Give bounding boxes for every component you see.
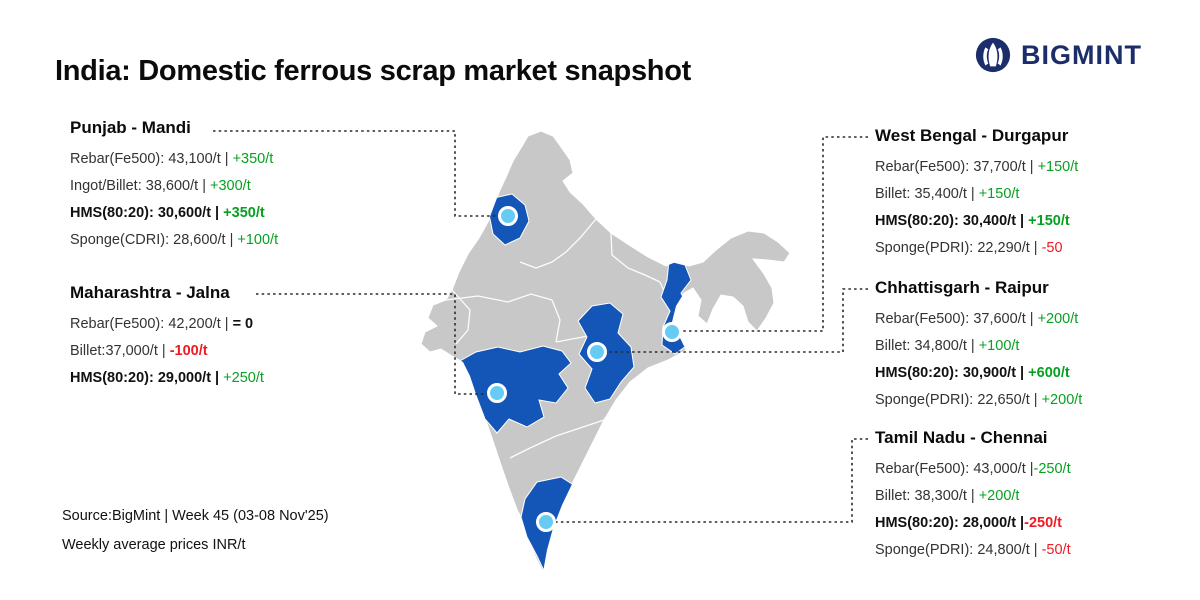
region-title: Maharashtra - Jalna xyxy=(70,283,230,302)
price-label: Sponge(PDRI): 22,650/t | xyxy=(875,392,1042,408)
price-row: Rebar(Fe500): 37,700/t | +150/t xyxy=(875,154,1078,181)
callout-maharashtra-jalna: Maharashtra - Jalna Rebar(Fe500): 42,200… xyxy=(70,283,264,392)
marker-maharashtra-jalna xyxy=(487,383,507,403)
region-title: Tamil Nadu - Chennai xyxy=(875,428,1048,447)
price-change: -50/t xyxy=(1041,542,1071,558)
price-label: Billet: 38,300/t | xyxy=(875,488,979,504)
marker-chhattisgarh-raipur xyxy=(587,342,607,362)
price-change: +150/t xyxy=(1028,213,1070,229)
price-change: +350/t xyxy=(223,205,265,221)
price-row: Sponge(PDRI): 22,650/t | +200/t xyxy=(875,387,1082,414)
price-change: -250/t xyxy=(1024,515,1063,531)
price-row: HMS(80:20): 30,400/t | +150/t xyxy=(875,208,1078,235)
price-row: Sponge(PDRI): 24,800/t | -50/t xyxy=(875,537,1071,564)
price-label: Billet: 35,400/t | xyxy=(875,186,979,202)
price-label: Sponge(CDRI): 28,600/t | xyxy=(70,232,238,248)
price-change: -50 xyxy=(1041,240,1063,256)
leader-tamil-nadu xyxy=(555,438,868,523)
price-change: +200/t xyxy=(978,488,1020,504)
region-title: Punjab - Mandi xyxy=(70,118,191,137)
price-label: HMS(80:20): 29,000/t | xyxy=(70,370,224,386)
leader-maharashtra xyxy=(256,293,489,395)
price-label: Billet:37,000/t | xyxy=(70,343,170,359)
price-change: -250/t xyxy=(1033,461,1071,477)
price-change: +100/t xyxy=(237,232,279,248)
price-row: Rebar(Fe500): 43,000/t |-250/t xyxy=(875,456,1071,483)
price-row: HMS(80:20): 28,000/t |-250/t xyxy=(875,510,1071,537)
price-change: +250/t xyxy=(223,370,264,386)
price-label: HMS(80:20): 30,400/t | xyxy=(875,213,1029,229)
price-label: Billet: 34,800/t | xyxy=(875,338,979,354)
price-label: Rebar(Fe500): 43,100/t | xyxy=(70,151,233,167)
price-label: Rebar(Fe500): 42,200/t | xyxy=(70,316,233,332)
price-label: Sponge(PDRI): 24,800/t | xyxy=(875,542,1042,558)
price-change: -100/t xyxy=(169,343,208,359)
price-label: Rebar(Fe500): 37,600/t | xyxy=(875,311,1038,327)
brand-name: BIGMINT xyxy=(1021,39,1142,70)
region-title: West Bengal - Durgapur xyxy=(875,126,1069,145)
price-label: Rebar(Fe500): 43,000/t | xyxy=(875,461,1034,477)
marker-west-bengal-durgapur xyxy=(662,322,682,342)
price-row: Rebar(Fe500): 37,600/t | +200/t xyxy=(875,306,1082,333)
price-change: +600/t xyxy=(1028,365,1070,381)
price-row: Sponge(CDRI): 28,600/t | +100/t xyxy=(70,227,278,254)
price-row: Rebar(Fe500): 43,100/t | +350/t xyxy=(70,146,278,173)
price-row: HMS(80:20): 29,000/t | +250/t xyxy=(70,365,264,392)
price-row: Billet:37,000/t | -100/t xyxy=(70,338,264,365)
leader-punjab xyxy=(213,130,500,217)
marker-punjab-mandi xyxy=(498,206,518,226)
price-label: HMS(80:20): 28,000/t | xyxy=(875,515,1025,531)
price-label: HMS(80:20): 30,600/t | xyxy=(70,205,224,221)
leader-west-bengal xyxy=(681,136,868,332)
price-change: +150/t xyxy=(1037,159,1079,175)
price-row: Rebar(Fe500): 42,200/t | = 0 xyxy=(70,311,264,338)
price-change: +200/t xyxy=(1037,311,1079,327)
price-change: +100/t xyxy=(978,338,1020,354)
note-line: Weekly average prices INR/t xyxy=(62,537,246,553)
price-label: Sponge(PDRI): 22,290/t | xyxy=(875,240,1042,256)
page-title: India: Domestic ferrous scrap market sna… xyxy=(55,55,691,87)
price-row: Billet: 34,800/t | +100/t xyxy=(875,333,1082,360)
marker-tamil-nadu-chennai xyxy=(536,512,556,532)
price-row: Ingot/Billet: 38,600/t | +300/t xyxy=(70,173,278,200)
price-label: Ingot/Billet: 38,600/t | xyxy=(70,178,210,194)
callout-punjab-mandi: Punjab - Mandi Rebar(Fe500): 43,100/t | … xyxy=(70,118,278,254)
price-row: Billet: 38,300/t | +200/t xyxy=(875,483,1071,510)
price-change: +150/t xyxy=(978,186,1020,202)
price-change: +200/t xyxy=(1041,392,1083,408)
price-row: HMS(80:20): 30,600/t | +350/t xyxy=(70,200,278,227)
state-borders xyxy=(445,218,669,553)
brand-logo: BIGMINT xyxy=(974,36,1142,74)
source-line: Source:BigMint | Week 45 (03-08 Nov'25) xyxy=(62,508,329,524)
price-row: HMS(80:20): 30,900/t | +600/t xyxy=(875,360,1082,387)
price-label: HMS(80:20): 30,900/t | xyxy=(875,365,1029,381)
callout-tamil-nadu-chennai: Tamil Nadu - Chennai Rebar(Fe500): 43,00… xyxy=(875,428,1071,564)
price-label: Rebar(Fe500): 37,700/t | xyxy=(875,159,1038,175)
price-change: +300/t xyxy=(210,178,251,194)
price-change: +350/t xyxy=(232,151,274,167)
price-change: = 0 xyxy=(232,316,254,332)
footer: Source:BigMint | Week 45 (03-08 Nov'25) … xyxy=(62,508,329,566)
price-row: Sponge(PDRI): 22,290/t | -50 xyxy=(875,235,1078,262)
bigmint-icon xyxy=(975,37,1011,73)
price-row: Billet: 35,400/t | +150/t xyxy=(875,181,1078,208)
callout-west-bengal-durgapur: West Bengal - Durgapur Rebar(Fe500): 37,… xyxy=(875,126,1078,262)
leader-chhattisgarh xyxy=(606,288,868,353)
callout-chhattisgarh-raipur: Chhattisgarh - Raipur Rebar(Fe500): 37,6… xyxy=(875,278,1082,414)
region-title: Chhattisgarh - Raipur xyxy=(875,278,1049,297)
